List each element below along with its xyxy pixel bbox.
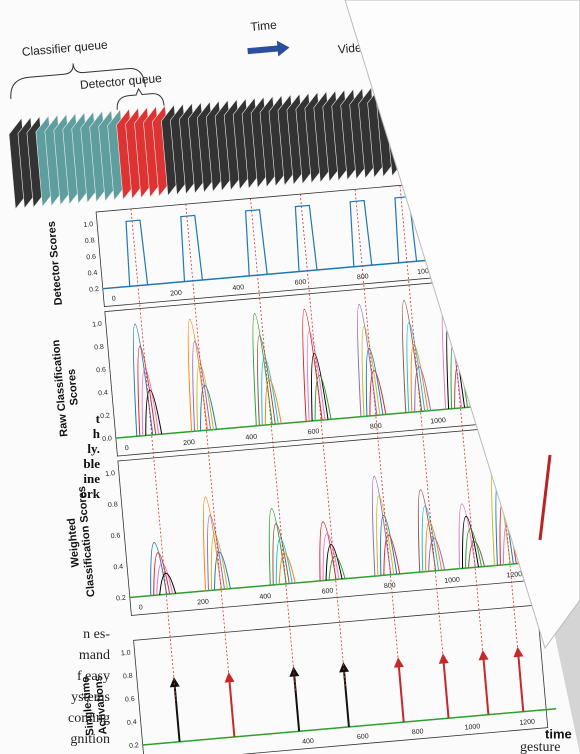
y-tick-label: 0.0	[102, 435, 112, 443]
body-fragment: n es-	[83, 627, 110, 642]
x-tick-label: 600	[294, 279, 306, 287]
body-fragment: coming	[68, 711, 110, 726]
body-fragment: ble	[83, 456, 100, 471]
x-tick-label: 0	[112, 295, 117, 302]
x-tick-label: 1200	[519, 719, 535, 727]
body-fragment: ly.	[87, 441, 100, 456]
x-tick-label: 600	[307, 428, 319, 436]
y-tick-label: 0.4	[127, 719, 137, 727]
x-tick-label: 800	[412, 728, 424, 736]
y-tick-label: 0.8	[108, 501, 118, 509]
y-tick-label: 0.2	[129, 742, 139, 750]
time-axis-label: time	[545, 726, 572, 741]
x-tick-label: 200	[183, 439, 195, 447]
y-tick-label: 0.2	[116, 595, 126, 603]
y-tick-label: 0.6	[125, 696, 135, 704]
time-label: Time	[250, 18, 278, 34]
x-tick-label: 1000	[464, 723, 480, 731]
y-tick-label: 1.0	[83, 221, 93, 229]
y-tick-label: 0.8	[94, 344, 104, 352]
y-tick-label: 0.6	[86, 254, 96, 262]
y-tick-label: 0.2	[100, 412, 110, 420]
page-photo: Classifier queue Detector queue Time Vid…	[0, 0, 580, 754]
y-tick-label: 0.6	[110, 532, 120, 540]
body-fragment: ystems	[71, 690, 110, 705]
body-fragment: f easy	[77, 669, 110, 684]
y-tick-label: 0.4	[98, 389, 108, 397]
x-tick-label: 1000	[444, 577, 460, 585]
body-fragment: h	[93, 426, 101, 441]
y-tick-label: 1.0	[105, 470, 115, 478]
y-tick-label: 0.8	[123, 673, 133, 681]
body-fragment: t	[96, 411, 101, 426]
x-tick-label: 600	[321, 588, 333, 596]
y-tick-label: 0.2	[89, 286, 99, 294]
x-tick-label: 200	[170, 290, 182, 298]
x-tick-label: 200	[197, 598, 209, 606]
x-tick-label: 1200	[506, 571, 522, 579]
x-tick-label: 400	[259, 593, 271, 601]
x-tick-label: 800	[370, 423, 382, 431]
x-tick-label: 400	[245, 434, 257, 442]
x-tick-label: 0	[139, 604, 144, 611]
x-tick-label: 800	[384, 582, 396, 590]
body-fragment: gesture	[520, 740, 560, 754]
x-tick-label: 400	[232, 284, 244, 292]
y-tick-label: 0.4	[87, 270, 97, 278]
body-fragment: gnition	[70, 732, 110, 747]
x-tick-label: 400	[302, 738, 314, 746]
body-fragment: ine	[83, 471, 100, 486]
y-tick-label: 0.8	[85, 237, 95, 245]
y-tick-label: 0.6	[96, 367, 106, 375]
body-fragment: ork	[81, 486, 101, 501]
y-tick-label: 0.4	[113, 564, 123, 572]
body-fragment: mand	[79, 648, 110, 663]
x-tick-label: 600	[357, 733, 369, 741]
y-tick-label: 1.0	[92, 321, 102, 329]
x-tick-label: 1000	[430, 417, 446, 425]
y-tick-label: 1.0	[121, 649, 131, 657]
x-tick-label: 0	[125, 445, 130, 452]
